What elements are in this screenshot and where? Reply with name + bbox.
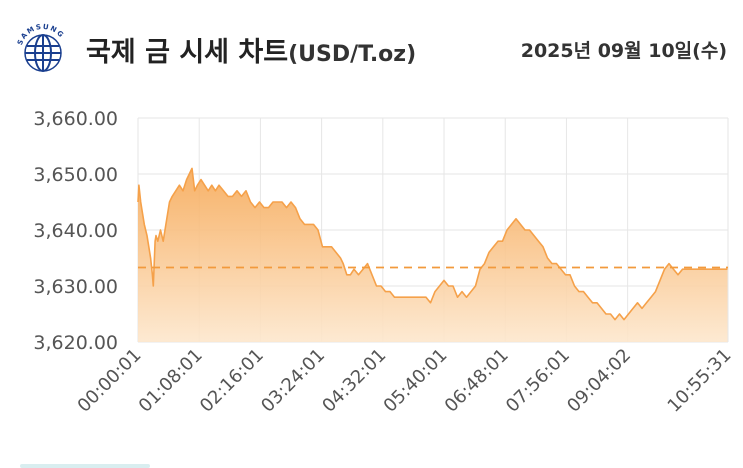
- x-tick-label: 03:24:01: [257, 345, 329, 417]
- x-tick-label: 07:56:01: [502, 345, 574, 417]
- y-axis-ticks: 3,620.00 3,630.00 3,640.00 3,650.00 3,660.00: [33, 108, 118, 354]
- price-line: [137, 167, 728, 321]
- page-title: 국제 금 시세 차트(USD/T.oz): [86, 30, 416, 69]
- x-tick-label: 05:40:01: [380, 345, 452, 417]
- chart-date: 2025년 09월 10일(수): [520, 40, 727, 62]
- x-tick-label: 02:16:01: [196, 345, 268, 417]
- x-tick-label: 01:08:01: [135, 345, 207, 417]
- x-tick-label: 00:00:01: [74, 345, 146, 417]
- y-tick-label: 3,660.00: [33, 108, 118, 130]
- title-unit: (USD/T.oz): [288, 42, 417, 67]
- x-axis-ticks: 00:00:0101:08:0102:16:0103:24:0104:32:01…: [74, 345, 736, 417]
- gold-price-chart: 3,620.00 3,630.00 3,640.00 3,650.00 3,660.00…: [33, 108, 736, 417]
- x-tick-label: 09:04:02: [563, 345, 635, 417]
- y-tick-label: 3,650.00: [33, 164, 118, 186]
- y-tick-label: 3,630.00: [33, 276, 118, 298]
- chart-header: SAMSUNG 국제 금 시세 차트(USD/T.oz) 2025년 09월 1…: [0, 0, 743, 90]
- y-tick-label: 3,640.00: [33, 220, 118, 242]
- globe-logo-icon: SAMSUNG: [16, 23, 64, 72]
- price-area: [138, 168, 728, 342]
- x-tick-label: 04:32:01: [318, 345, 390, 417]
- y-tick-label: 3,620.00: [33, 332, 118, 354]
- title-text: 국제 금 시세 차트: [86, 37, 289, 68]
- x-tick-label: 06:48:01: [441, 345, 513, 417]
- x-tick-label: 10:55:31: [664, 345, 736, 417]
- scroll-indicator: [20, 464, 150, 468]
